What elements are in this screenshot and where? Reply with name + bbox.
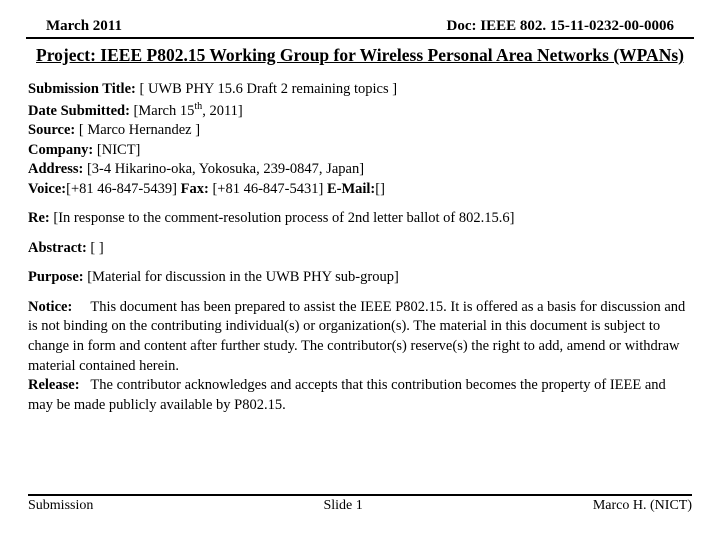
notice-label: Notice:: [28, 299, 72, 315]
release-text: The contributor acknowledges and accepts…: [28, 377, 666, 413]
release-block: Release: The contributor acknowledges an…: [28, 376, 692, 415]
voice-label: Voice:: [28, 181, 66, 197]
notice-block: Notice: This document has been prepared …: [28, 298, 692, 376]
re-value: [In response to the comment-resolution p…: [50, 210, 515, 226]
address-label: Address:: [28, 161, 83, 177]
voice-value: [+81 46-847-5439]: [66, 181, 181, 197]
notice-text: This document has been prepared to assis…: [28, 299, 685, 374]
project-title: Project: IEEE P802.15 Working Group for …: [28, 45, 692, 66]
fax-label: Fax:: [181, 181, 209, 197]
source-line: Source: [ Marco Hernandez ]: [28, 121, 692, 141]
header-doc-id: Doc: IEEE 802. 15-11-0232-00-0006: [447, 18, 675, 35]
address-line: Address: [3-4 Hikarino-oka, Yokosuka, 23…: [28, 160, 692, 180]
submission-title-line: Submission Title: [ UWB PHY 15.6 Draft 2…: [28, 80, 692, 100]
footer-author: Marco H. (NICT): [593, 498, 692, 514]
footer-slide-number: Slide 1: [323, 498, 362, 514]
slide-header: March 2011 Doc: IEEE 802. 15-11-0232-00-…: [26, 18, 694, 39]
header-date: March 2011: [46, 18, 122, 35]
fax-value: [+81 46-847-5431]: [209, 181, 327, 197]
submission-title-label: Submission Title:: [28, 81, 136, 97]
date-submitted-suffix: , 2011]: [202, 102, 243, 118]
purpose-value: [Material for discussion in the UWB PHY …: [84, 269, 399, 285]
date-submitted-line: Date Submitted: [March 15th, 2011]: [28, 100, 692, 121]
company-label: Company:: [28, 142, 93, 158]
purpose-line: Purpose: [Material for discussion in the…: [28, 268, 692, 288]
document-body: Submission Title: [ UWB PHY 15.6 Draft 2…: [28, 80, 692, 415]
date-submitted-label: Date Submitted:: [28, 102, 130, 118]
contact-line: Voice:[+81 46-847-5439] Fax: [+81 46-847…: [28, 180, 692, 200]
source-label: Source:: [28, 122, 75, 138]
address-value: [3-4 Hikarino-oka, Yokosuka, 239-0847, J…: [83, 161, 364, 177]
source-value: [ Marco Hernandez ]: [75, 122, 200, 138]
footer-left: Submission: [28, 498, 93, 514]
re-label: Re:: [28, 210, 50, 226]
email-value: []: [375, 181, 385, 197]
release-label: Release:: [28, 377, 80, 393]
abstract-value: [ ]: [87, 240, 104, 256]
email-label: E-Mail:: [327, 181, 375, 197]
abstract-line: Abstract: [ ]: [28, 239, 692, 259]
date-submitted-prefix: [March 15: [130, 102, 194, 118]
slide-footer: Submission Slide 1 Marco H. (NICT): [28, 494, 692, 514]
company-line: Company: [NICT]: [28, 141, 692, 161]
company-value: [NICT]: [93, 142, 140, 158]
purpose-label: Purpose:: [28, 269, 84, 285]
abstract-label: Abstract:: [28, 240, 87, 256]
re-line: Re: [In response to the comment-resoluti…: [28, 209, 692, 229]
submission-title-value: [ UWB PHY 15.6 Draft 2 remaining topics …: [136, 81, 397, 97]
